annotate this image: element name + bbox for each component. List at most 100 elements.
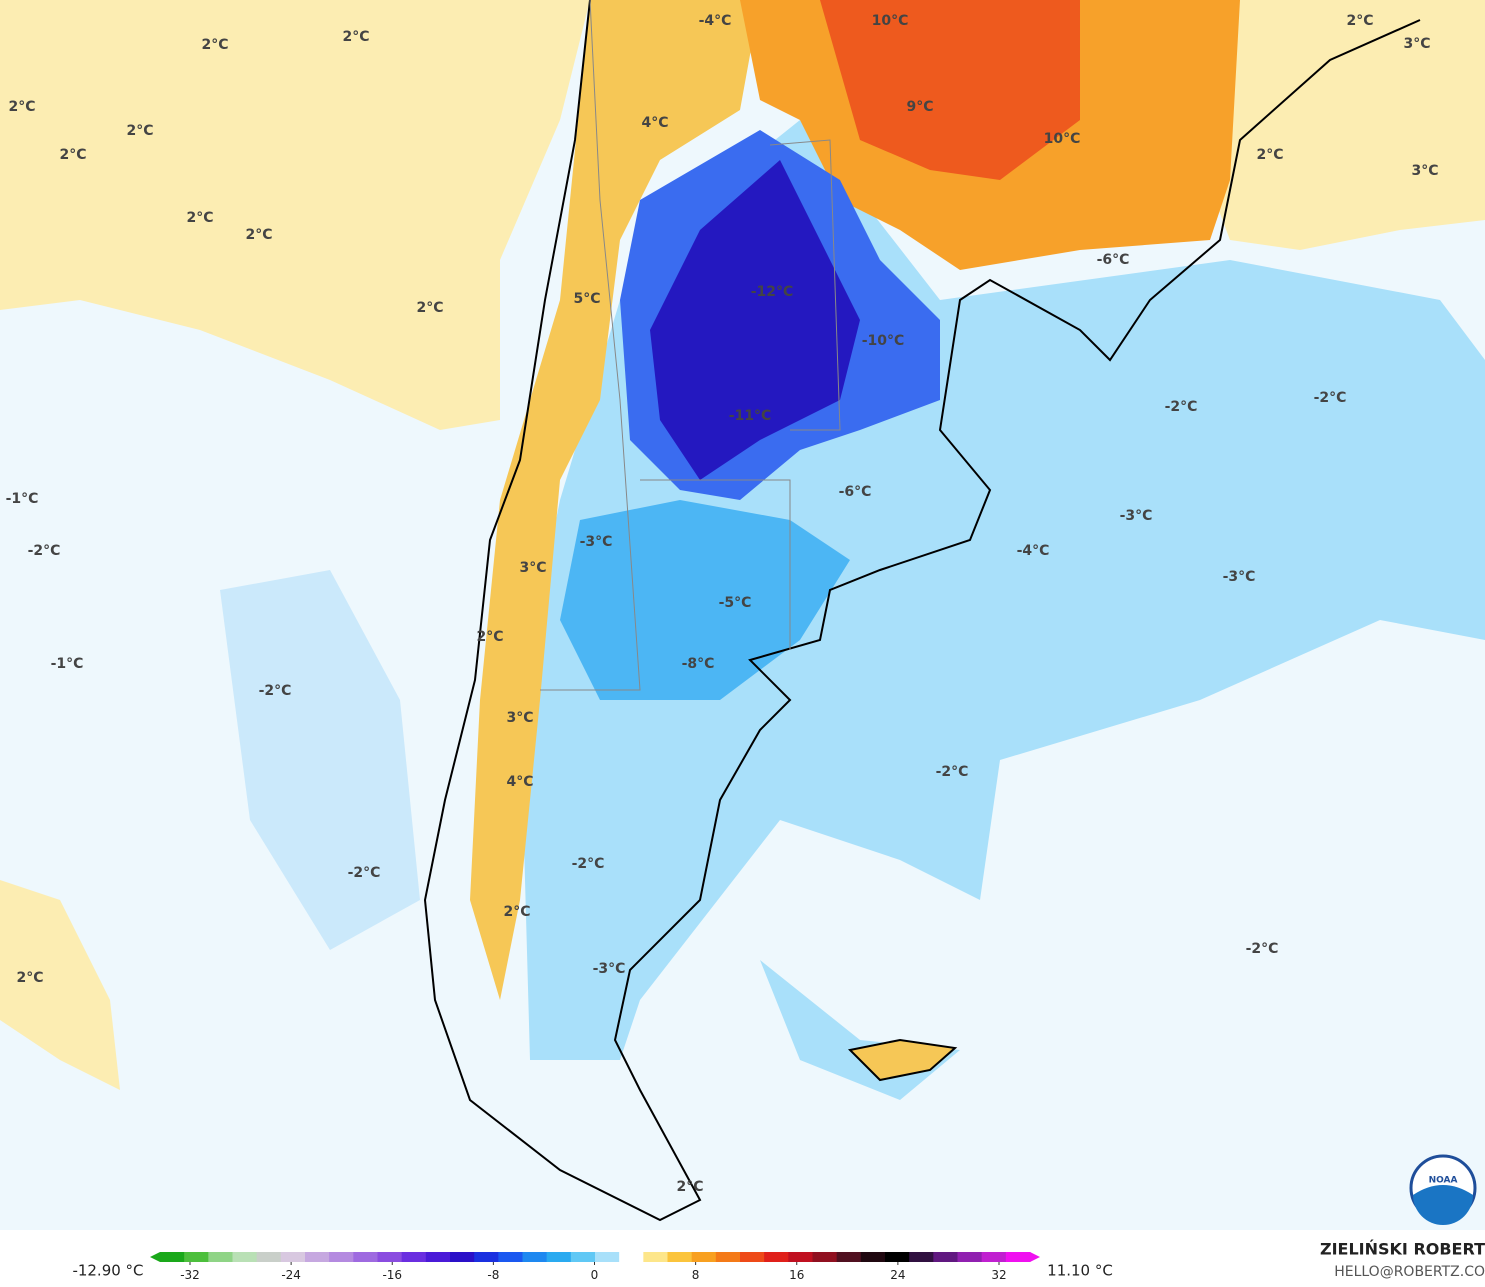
colorbar-segment bbox=[280, 1252, 306, 1262]
noaa-logo: NOAA bbox=[1409, 1154, 1477, 1225]
temp-label: -10°C bbox=[862, 333, 905, 349]
warm-area bbox=[0, 880, 120, 1090]
temp-label: 10°C bbox=[872, 13, 909, 29]
temp-label: 2°C bbox=[59, 147, 86, 163]
colorbar-segment bbox=[401, 1252, 427, 1262]
temp-label: 2°C bbox=[16, 970, 43, 986]
coastline bbox=[423, 0, 1421, 1222]
temp-label: 2°C bbox=[342, 29, 369, 45]
temp-label: -8°C bbox=[682, 656, 715, 672]
colorbar-segment bbox=[522, 1252, 548, 1262]
temp-label: 4°C bbox=[506, 774, 533, 790]
temp-label: 2°C bbox=[126, 123, 153, 139]
temp-label: 2°C bbox=[476, 629, 503, 645]
colorbar-segment bbox=[160, 1252, 185, 1262]
colorbar-segment bbox=[981, 1252, 1007, 1262]
colorbar-segment bbox=[885, 1252, 910, 1262]
temp-label: -11°C bbox=[729, 408, 772, 424]
temp-label: -3°C bbox=[1120, 508, 1153, 524]
temp-label: -3°C bbox=[580, 534, 613, 550]
temp-label: -2°C bbox=[28, 543, 61, 559]
colorbar-tick-label: 0 bbox=[591, 1268, 599, 1282]
warm-area bbox=[470, 0, 760, 1000]
temp-label: 3°C bbox=[1411, 163, 1438, 179]
colorbar-tick-label: -32 bbox=[180, 1268, 200, 1282]
colorbar-tick-label: 32 bbox=[991, 1268, 1006, 1282]
credit-contact: HELLO@ROBERTZ.CO bbox=[1334, 1264, 1485, 1280]
colorbar-tick-label: -16 bbox=[382, 1268, 402, 1282]
temp-label: -12°C bbox=[751, 284, 794, 300]
colorbar-segment bbox=[740, 1252, 765, 1262]
temp-label: 2°C bbox=[245, 227, 272, 243]
temp-label: 2°C bbox=[503, 904, 530, 920]
colorbar-segment bbox=[836, 1252, 862, 1262]
temp-label: -1°C bbox=[51, 656, 84, 672]
colorbar-end bbox=[150, 1252, 160, 1262]
colorbar-min: -12.90 °C bbox=[72, 1262, 143, 1280]
temp-label: 10°C bbox=[1044, 131, 1081, 147]
temp-label: 2°C bbox=[1346, 13, 1373, 29]
colorbar-segment bbox=[595, 1252, 620, 1262]
temp-label: -6°C bbox=[1097, 252, 1130, 268]
borders bbox=[540, 0, 841, 691]
colorbar-segment bbox=[788, 1252, 813, 1262]
colorbar-segment bbox=[353, 1252, 378, 1262]
colorbar-segment bbox=[232, 1252, 258, 1262]
temp-label: -6°C bbox=[839, 484, 872, 500]
colorbar-segment bbox=[498, 1252, 523, 1262]
colorbar-segment bbox=[909, 1252, 934, 1262]
warm-area bbox=[1180, 0, 1485, 250]
colorbar-segment bbox=[619, 1252, 644, 1262]
temp-label: -2°C bbox=[1314, 390, 1347, 406]
colorbar-segment bbox=[329, 1252, 354, 1262]
colorbar-segment bbox=[450, 1252, 475, 1262]
temp-label: 2°C bbox=[676, 1179, 703, 1195]
colorbar-tick-label: 24 bbox=[890, 1268, 905, 1282]
colorbar-max: 11.10 °C bbox=[1047, 1262, 1113, 1280]
temp-label: -2°C bbox=[572, 856, 605, 872]
coldest-area bbox=[650, 160, 860, 480]
temp-label: 3°C bbox=[506, 710, 533, 726]
colorbar-segment bbox=[691, 1252, 717, 1262]
temp-label: -2°C bbox=[1165, 399, 1198, 415]
logo-text: NOAA bbox=[1429, 1176, 1458, 1186]
colorbar-end bbox=[1030, 1252, 1040, 1262]
colorbar-segment bbox=[667, 1252, 693, 1262]
colorbar-segment bbox=[715, 1252, 741, 1262]
colorbar-segment bbox=[812, 1252, 838, 1262]
temp-label: -4°C bbox=[699, 13, 732, 29]
map: 2°C 2°C 2°C 2°C 2°C 2°C 2°C 2°C -4°C 10°C 2°C 3°C 4°… bbox=[0, 0, 1485, 1230]
temp-label: 2°C bbox=[8, 99, 35, 115]
colorbar-segment bbox=[860, 1252, 886, 1262]
colorbar-segment bbox=[933, 1252, 958, 1262]
temp-label: 2°C bbox=[416, 300, 443, 316]
map-labels: 2°C 2°C 2°C 2°C 2°C 2°C 2°C 2°C -4°C 10°C 2°C 3°C 4°… bbox=[6, 13, 1439, 1195]
hot-area bbox=[820, 0, 1080, 180]
temp-label: 2°C bbox=[201, 37, 228, 53]
colorbar-segment bbox=[764, 1252, 789, 1262]
colorbar-tick-label: 16 bbox=[789, 1268, 804, 1282]
colorbar-segment bbox=[425, 1252, 451, 1262]
colorbar-segment bbox=[643, 1252, 668, 1262]
logo-wave bbox=[1413, 1185, 1473, 1225]
colorbar-segment bbox=[208, 1252, 233, 1262]
colorbar-tick-label: 8 bbox=[692, 1268, 700, 1282]
temp-label: 3°C bbox=[519, 560, 546, 576]
temp-label: -4°C bbox=[1017, 543, 1050, 559]
temp-label: 5°C bbox=[573, 291, 600, 307]
colorbar-segment bbox=[1005, 1252, 1031, 1262]
temp-label: -5°C bbox=[719, 595, 752, 611]
colorbar-segment bbox=[377, 1252, 403, 1262]
colorbar: -32 -24 -16 -8 0 8 16 24 32 bbox=[150, 1252, 1040, 1282]
temp-label: -3°C bbox=[1223, 569, 1256, 585]
cold-area bbox=[560, 500, 850, 700]
temp-label: -3°C bbox=[593, 961, 626, 977]
temp-label: 3°C bbox=[1403, 36, 1430, 52]
temp-label: 9°C bbox=[906, 99, 933, 115]
colorbar-segment bbox=[957, 1252, 983, 1262]
colorbar-tick-label: -8 bbox=[487, 1268, 499, 1282]
cool-area bbox=[220, 570, 420, 950]
colorbar-tick-label: -24 bbox=[281, 1268, 301, 1282]
warm-area bbox=[0, 0, 590, 430]
temp-label: 2°C bbox=[1256, 147, 1283, 163]
